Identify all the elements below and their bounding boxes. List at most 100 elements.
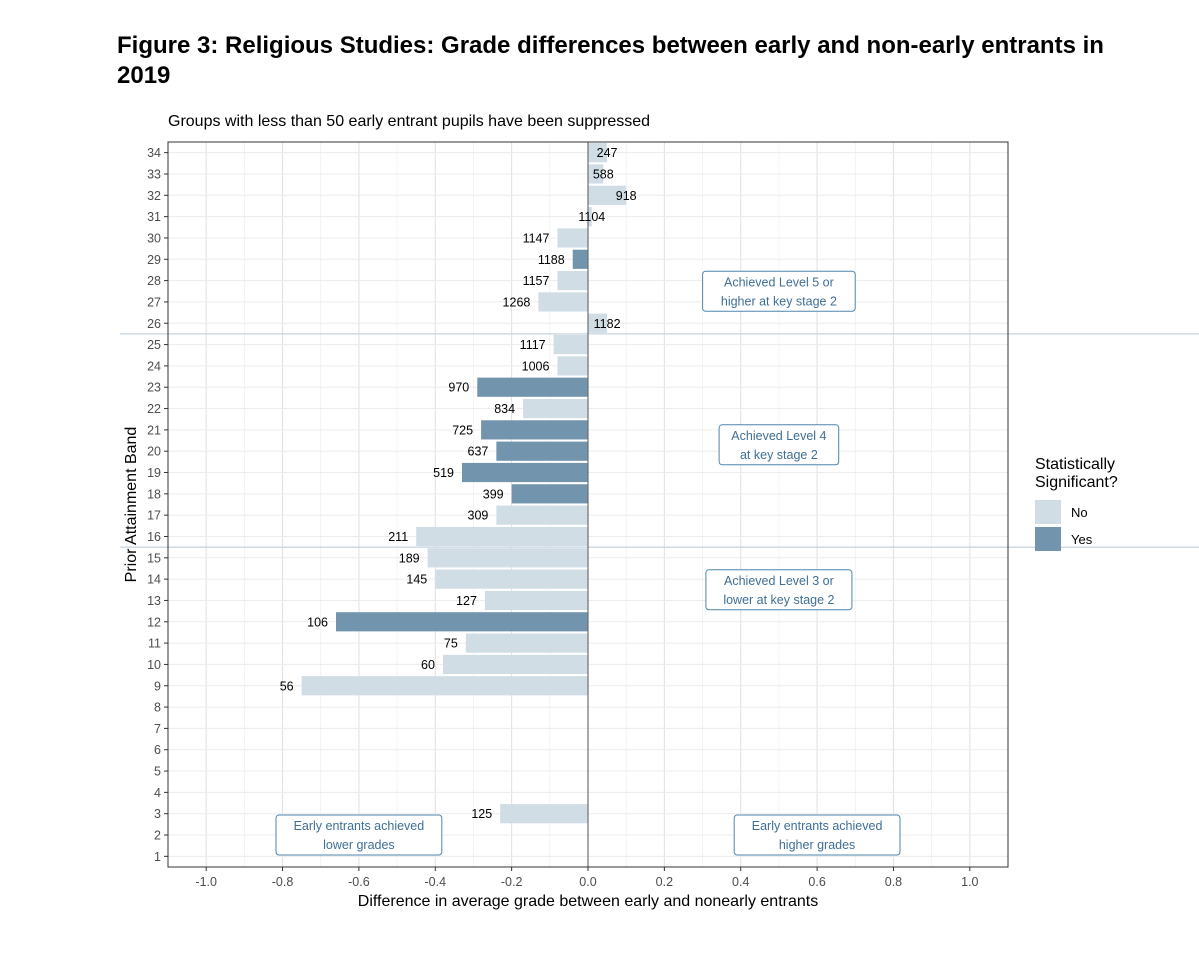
x-tick-label: 0.2 (656, 875, 673, 889)
y-tick-label: 22 (147, 402, 161, 416)
bar-band-20 (496, 441, 588, 461)
bar-label-band-10: 60 (421, 658, 435, 672)
bar-band-12 (336, 612, 588, 632)
bar-label-band-3: 125 (471, 807, 492, 821)
bar-label-band-28: 1157 (523, 274, 550, 288)
bar-band-34 (588, 143, 608, 163)
bar-band-17 (496, 505, 588, 525)
axes: 1234567891011121314151617181920212223242… (123, 141, 1009, 910)
x-tick-label: 1.0 (961, 875, 978, 889)
bar-label-band-12: 106 (307, 615, 328, 629)
y-tick-label: 21 (147, 423, 161, 437)
annotation-box-2 (705, 569, 853, 611)
bar-band-9 (301, 676, 588, 696)
y-tick-label: 34 (147, 146, 161, 160)
reference-lines (120, 333, 1199, 548)
annotations: Achieved Level 5 or higher at key stage 2… (275, 270, 901, 856)
y-tick-label: 18 (147, 487, 161, 501)
bar-label-band-22: 834 (494, 402, 515, 416)
annotation-text-2-0: Achieved Level 3 or (724, 574, 834, 588)
y-tick-label: 8 (154, 701, 161, 715)
bar-label-band-32: 918 (616, 189, 637, 203)
bar-label-band-29: 1188 (538, 253, 565, 267)
bar-band-28 (557, 271, 588, 291)
legend-item-no: No (1035, 500, 1088, 524)
y-axis-title: Prior Attainment Band (123, 427, 140, 583)
annotation-text-3-1: lower grades (323, 838, 395, 852)
legend-label-no: No (1071, 504, 1088, 520)
bar-label-band-26: 1182 (594, 317, 621, 331)
legend-key-yes (1035, 527, 1061, 551)
annotation-box-4 (733, 814, 901, 856)
bar-label-band-34: 247 (597, 146, 618, 160)
x-tick-label: 0.6 (808, 875, 825, 889)
x-tick-label: -0.2 (501, 875, 523, 889)
bar-band-14 (435, 569, 588, 589)
bar-band-21 (481, 420, 588, 440)
x-tick-label: -1.0 (195, 875, 217, 889)
y-tick-label: 16 (147, 530, 161, 544)
bar-band-25 (553, 334, 588, 355)
y-tick-label: 4 (154, 786, 161, 800)
annotation-box-3 (275, 814, 443, 856)
bar-band-24 (557, 356, 588, 376)
x-tick-label: -0.4 (424, 875, 446, 889)
bar-label-band-15: 189 (399, 551, 420, 565)
bar-label-band-9: 56 (280, 679, 294, 693)
bar-label-band-27: 1268 (503, 295, 531, 309)
bar-band-10 (442, 654, 588, 675)
y-tick-label: 2 (154, 829, 161, 843)
annotation-text-2-1: lower at key stage 2 (723, 593, 834, 607)
y-tick-label: 1 (154, 850, 161, 864)
y-tick-label: 9 (154, 679, 161, 693)
bar-label-band-21: 725 (452, 423, 473, 437)
bar-band-22 (523, 398, 588, 419)
bars (301, 143, 627, 824)
bar-label-band-23: 970 (448, 381, 469, 395)
figure-title: Figure 3: Religious Studies: Grade diffe… (117, 32, 1104, 89)
legend-key-no (1035, 500, 1061, 524)
y-tick-label: 12 (147, 615, 161, 629)
y-tick-label: 30 (147, 231, 161, 245)
y-tick-label: 14 (147, 573, 161, 587)
bar-label-band-17: 309 (468, 509, 489, 523)
annotation-text-4-1: higher grades (779, 838, 855, 852)
bar-band-18 (511, 484, 588, 504)
bar-band-29 (572, 249, 588, 269)
y-tick-label: 3 (154, 807, 161, 821)
bar-band-3 (500, 804, 588, 824)
annotation-text-1-1: at key stage 2 (740, 448, 818, 462)
legend-label-yes: Yes (1071, 531, 1093, 547)
y-tick-label: 19 (147, 466, 161, 480)
bar-label-band-18: 399 (483, 487, 504, 501)
bar-label-band-13: 127 (456, 594, 477, 608)
y-tick-label: 5 (154, 765, 161, 779)
y-tick-label: 11 (148, 637, 161, 651)
y-tick-label: 24 (147, 359, 161, 373)
bar-band-33 (588, 164, 604, 184)
bar-band-31 (588, 207, 592, 227)
y-tick-label: 25 (147, 338, 161, 352)
y-tick-label: 32 (147, 189, 161, 203)
bar-label-band-31: 1104 (578, 210, 605, 224)
bar-label-band-16: 211 (388, 530, 408, 544)
y-tick-label: 15 (147, 551, 161, 565)
bar-label-band-20: 637 (468, 445, 489, 459)
bar-band-27 (538, 292, 588, 312)
y-tick-label: 17 (147, 509, 161, 523)
bar-label-band-19: 519 (433, 466, 454, 480)
bar-band-11 (465, 633, 588, 653)
y-tick-label: 10 (147, 658, 161, 672)
bar-band-13 (484, 590, 588, 611)
bar-band-23 (477, 377, 588, 397)
legend-item-yes: Yes (1035, 527, 1092, 551)
y-tick-label: 28 (147, 274, 161, 288)
annotation-text-3-0: Early entrants achieved (294, 819, 425, 833)
x-axis-title: Difference in average grade between earl… (358, 893, 818, 910)
bar-band-32 (588, 185, 627, 205)
x-tick-label: 0.0 (579, 875, 596, 889)
annotation-box-1 (718, 424, 840, 466)
annotation-text-0-0: Achieved Level 5 or (724, 275, 834, 289)
y-tick-label: 13 (147, 594, 161, 608)
